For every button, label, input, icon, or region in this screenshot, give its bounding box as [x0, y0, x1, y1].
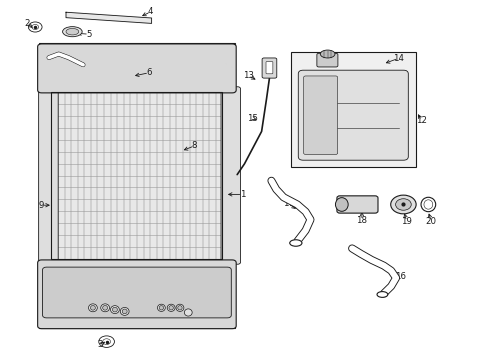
Text: 15: 15	[246, 113, 257, 122]
Ellipse shape	[184, 309, 192, 316]
FancyBboxPatch shape	[42, 267, 231, 318]
Text: 19: 19	[401, 217, 411, 226]
Ellipse shape	[169, 306, 173, 310]
FancyBboxPatch shape	[298, 70, 407, 160]
Ellipse shape	[335, 198, 347, 211]
Ellipse shape	[112, 307, 117, 312]
FancyBboxPatch shape	[336, 196, 377, 213]
Ellipse shape	[62, 27, 82, 37]
Ellipse shape	[102, 305, 107, 310]
Circle shape	[395, 199, 410, 210]
Bar	[290, 52, 415, 167]
Bar	[39, 43, 234, 328]
Bar	[51, 92, 222, 259]
Text: 10: 10	[100, 277, 110, 286]
Text: 20: 20	[425, 217, 436, 226]
Text: 6: 6	[146, 68, 152, 77]
Text: 18: 18	[356, 216, 366, 225]
Text: 1: 1	[239, 190, 245, 199]
Text: 17: 17	[283, 199, 293, 208]
Ellipse shape	[177, 306, 182, 310]
Ellipse shape	[176, 304, 183, 311]
Text: 3: 3	[97, 341, 103, 349]
Text: 4: 4	[147, 7, 153, 16]
Text: 5: 5	[86, 30, 92, 39]
Ellipse shape	[157, 304, 165, 311]
Ellipse shape	[101, 304, 109, 312]
Text: 9: 9	[39, 201, 44, 210]
FancyBboxPatch shape	[265, 62, 272, 74]
Ellipse shape	[110, 306, 119, 314]
Ellipse shape	[320, 50, 334, 58]
Text: 16: 16	[395, 272, 406, 281]
Text: 11: 11	[169, 286, 180, 295]
Text: 12: 12	[415, 116, 426, 125]
Text: 2: 2	[24, 19, 30, 28]
FancyBboxPatch shape	[303, 76, 337, 154]
Ellipse shape	[66, 28, 79, 35]
Ellipse shape	[122, 309, 127, 314]
FancyBboxPatch shape	[221, 87, 240, 264]
Text: 8: 8	[191, 141, 197, 150]
FancyBboxPatch shape	[316, 53, 337, 67]
Text: 14: 14	[392, 54, 403, 63]
Ellipse shape	[376, 292, 387, 297]
Ellipse shape	[167, 304, 175, 311]
Ellipse shape	[90, 305, 95, 310]
Ellipse shape	[120, 307, 129, 315]
FancyBboxPatch shape	[262, 58, 276, 78]
Ellipse shape	[88, 304, 97, 312]
Text: 7: 7	[52, 292, 58, 302]
FancyBboxPatch shape	[39, 87, 58, 264]
Polygon shape	[66, 12, 151, 23]
Ellipse shape	[289, 240, 302, 246]
Ellipse shape	[159, 306, 163, 310]
Text: 13: 13	[243, 71, 253, 80]
FancyBboxPatch shape	[38, 260, 236, 329]
Bar	[51, 92, 222, 259]
Circle shape	[390, 195, 415, 214]
FancyBboxPatch shape	[38, 44, 236, 93]
